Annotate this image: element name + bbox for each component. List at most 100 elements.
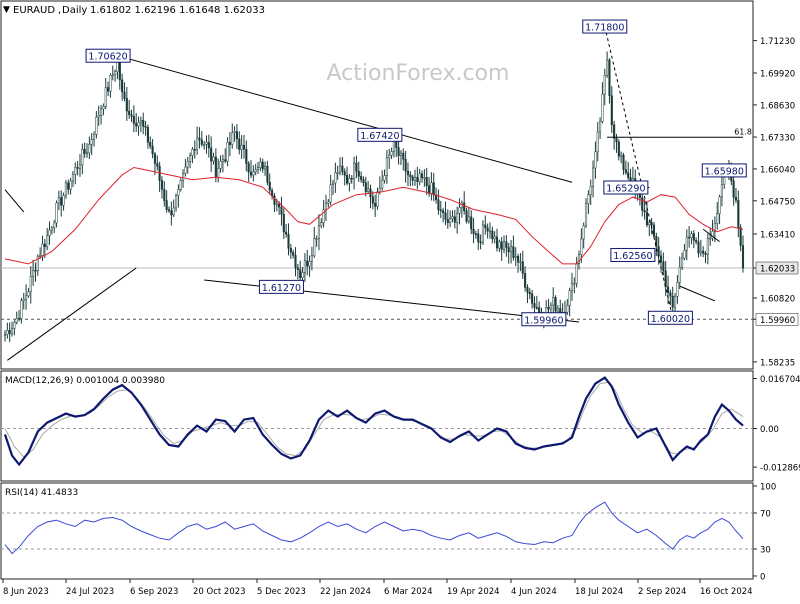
candle-body [104, 87, 107, 107]
candle-body [681, 257, 684, 268]
macd-tick-label: 0.00 [760, 425, 779, 435]
candle-body [477, 233, 480, 243]
candle-body [331, 182, 335, 185]
candle-body [13, 322, 16, 329]
price-label-box [582, 19, 628, 34]
candle-body [479, 241, 482, 244]
candle-body [575, 263, 578, 284]
candle-body [456, 213, 459, 223]
candle-body [275, 203, 278, 206]
x-tick-label: 6 Mar 2024 [384, 587, 432, 597]
candle-body [78, 164, 82, 169]
candle-body [74, 167, 77, 175]
price-tick-label: 1.63410 [760, 230, 795, 240]
candle-body [411, 176, 414, 181]
candle-body [15, 317, 18, 323]
candle-body [320, 222, 323, 227]
candle-body [364, 182, 367, 192]
candle-body [641, 197, 644, 211]
candle-body [463, 202, 466, 212]
candle-body [327, 201, 330, 204]
candle-body [317, 225, 320, 239]
candle-body [233, 131, 236, 134]
candle-body [29, 276, 32, 293]
x-tick-label: 2 Sep 2024 [638, 587, 686, 597]
candle-body [718, 196, 721, 214]
x-tick-label: 22 Jan 2024 [320, 587, 371, 597]
candle-body [390, 151, 393, 156]
candle-body [397, 147, 400, 156]
candle-body [128, 110, 131, 115]
candle-body [402, 152, 405, 160]
candle-body [174, 195, 178, 209]
x-tick-label: 20 Oct 2023 [193, 587, 246, 597]
candle-body [50, 227, 53, 231]
candle-body [60, 197, 63, 206]
candle-body [584, 203, 588, 227]
candle-body [399, 152, 402, 156]
candle-body [702, 250, 705, 254]
candle-body [685, 236, 688, 251]
candle-body [53, 222, 56, 229]
candle-body [360, 176, 363, 180]
macd-panel-frame [0, 370, 754, 482]
candle-body [22, 298, 25, 302]
candle-body [217, 168, 220, 178]
candle-body [350, 177, 353, 180]
candle-body [446, 219, 449, 223]
candle-body [374, 203, 377, 207]
rsi-tick-label: 0 [760, 573, 765, 583]
candle-body [357, 170, 360, 177]
price-label-box [85, 48, 131, 63]
grid-layer [1, 267, 753, 550]
price-tick-label: 1.66040 [760, 165, 795, 175]
candle-body [739, 227, 742, 246]
candle-body [517, 256, 520, 263]
candle-body [163, 189, 166, 201]
candle-body [385, 157, 388, 176]
price-label-box [610, 247, 656, 262]
candle-body [502, 241, 506, 250]
candle-body [242, 144, 246, 150]
candle-body [231, 132, 234, 145]
candle-body [699, 250, 702, 254]
candle-body [167, 209, 171, 212]
price-label-text: 1.67420 [360, 131, 399, 142]
candle-body [261, 161, 264, 170]
candle-body [592, 167, 595, 187]
candle-body [282, 214, 285, 233]
candle-body [102, 106, 105, 110]
candle-body [695, 240, 698, 243]
candle-body [711, 231, 714, 239]
price-tick-label: 1.64750 [760, 197, 795, 207]
candle-body [409, 174, 412, 178]
candle-body [371, 196, 374, 204]
candle-body [566, 305, 569, 313]
macd-tick-label: 0.016704 [760, 375, 800, 385]
candle-body [123, 91, 126, 99]
candle-body [198, 137, 201, 141]
candle-body [474, 233, 477, 235]
price-tick-label: 1.62033 [760, 265, 795, 275]
candle-body [613, 124, 616, 139]
candle-body [577, 254, 581, 264]
price-label-text: 1.59960 [524, 315, 563, 326]
candle-body [149, 141, 152, 147]
price-label-box [647, 310, 693, 325]
rsi-tick-label: 30 [760, 546, 771, 556]
candle-body [505, 241, 508, 248]
candle-body [554, 297, 557, 312]
candle-body [71, 173, 74, 182]
rsi-tick-label: 100 [760, 483, 776, 493]
candle-body [55, 202, 58, 224]
candle-body [238, 138, 241, 150]
x-tick-label: 18 Jul 2024 [575, 587, 623, 597]
x-tick-label: 19 Apr 2024 [447, 587, 500, 597]
candle-body [100, 108, 103, 116]
candle-body [451, 216, 454, 219]
candle-body [716, 213, 719, 224]
candle-body [620, 154, 623, 157]
candle-body [655, 236, 658, 247]
candle-body [556, 308, 559, 312]
